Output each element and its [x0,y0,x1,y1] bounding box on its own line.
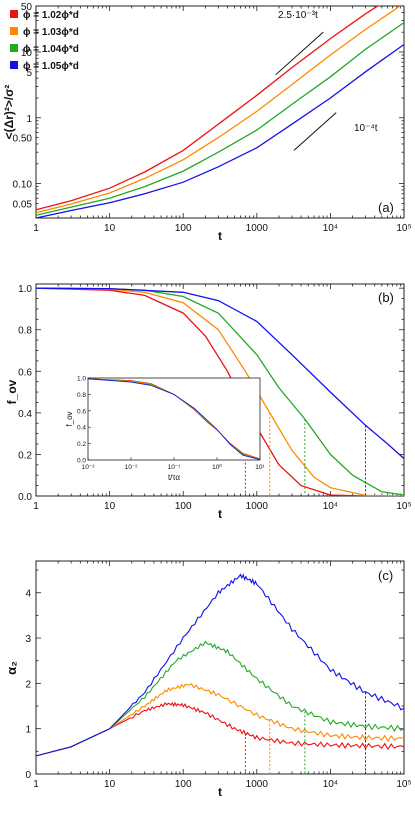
x-axis-label: t [218,507,222,521]
plot-frame [35,5,405,219]
y-axis-label: <(Δr)²>/σ² [2,85,16,140]
x-tick-label: 10⁵ [396,779,411,790]
x-tick-label: 10 [104,223,116,234]
y-tick-label: 0.2 [18,450,32,461]
x-tick-label: 1 [33,779,39,790]
inset-y-tick-label: 0.2 [77,441,86,448]
legend-swatch [10,10,18,18]
y-axis-label: f_ov [5,379,19,404]
y-tick-label: 0.4 [18,409,32,420]
panel-label: (a) [378,200,394,215]
inset-frame [87,377,261,461]
inset-y-tick-label: 1.0 [77,376,86,383]
y-axis-label: α₂ [4,661,19,675]
panel-label: (c) [378,568,393,583]
x-tick-label: 1 [33,501,39,512]
x-tick-label: 10 [104,779,116,790]
plot-frame [35,283,405,497]
y-tick-label: 1 [26,114,32,125]
inset-y-axis-label: f_ov [65,411,74,426]
legend-label: ϕ = 1.04ϕ*d [23,44,79,55]
series-line-4 [36,287,404,460]
inset-plot: 10⁻³ 10⁻² 10⁻¹ 10⁰ 10¹ 0.0 0.2 0.4 0.6 0.8 1.0 t/τα… [65,376,266,483]
x-tick-label: 1000 [246,223,269,234]
series-line-1 [36,701,404,757]
reference-label: 2.5·10⁻³t [278,10,318,21]
reference-line [275,31,324,76]
inset-y-tick-label: 0.8 [77,392,86,399]
legend-label: ϕ = 1.02ϕ*d [23,10,79,21]
reference-label: 10⁻⁴t [354,123,378,134]
y-tick-label: 0.6 [18,367,32,378]
legend-swatch [10,44,18,52]
reference-line [293,112,337,151]
series-line-3 [36,640,404,757]
legend-label: ϕ = 1.05ϕ*d [23,61,79,72]
x-tick-label: 10⁵ [396,501,411,512]
legend-swatch [10,61,18,69]
y-tick-label: 50 [21,2,33,13]
x-tick-label: 10⁵ [396,223,411,234]
x-tick-label: 10⁴ [323,223,338,234]
y-tick-label: 1 [25,725,31,736]
y-tick-label: 10 [21,48,33,59]
y-tick-label: 0.0 [18,492,32,503]
x-tick-label: 1 [33,223,39,234]
panel-b: 1 10 100 1000 10⁴ 10⁵ 0.0 0.2 0.4 0.6 0.8 1.0 (b) t f_… [5,283,412,521]
legend-swatch [10,27,18,35]
series-line-4 [36,43,404,218]
y-tick-label: 4 [25,589,31,600]
x-axis-label: t [218,785,222,799]
series-line-3 [36,22,404,216]
inset-y-tick-label: 0.0 [77,458,86,465]
y-tick-label: 1.0 [18,284,32,295]
inset-x-tick-label: 10¹ [255,464,265,471]
inset-x-tick-label: 10⁻² [125,464,139,471]
series-line-1 [36,6,379,211]
y-tick-label: 0.50 [13,134,33,145]
x-tick-label: 100 [175,501,192,512]
legend-label: ϕ = 1.03ϕ*d [23,27,79,38]
y-tick-label: 0.8 [18,326,32,337]
y-tick-label: 5 [26,68,32,79]
y-tick-label: 2 [25,679,31,690]
y-tick-label: 3 [25,634,31,645]
series-line-2 [36,6,402,214]
inset-x-tick-label: 10⁰ [212,463,222,471]
x-tick-label: 100 [175,779,192,790]
x-tick-label: 100 [175,223,192,234]
x-tick-label: 10 [104,501,116,512]
inset-series-line [87,378,261,460]
y-tick-label: 0.10 [13,180,33,191]
plot-frame [35,560,405,775]
y-tick-label: 0.05 [13,199,33,210]
x-axis-label: t [218,229,222,243]
x-tick-label: 1000 [246,501,269,512]
x-tick-label: 1000 [246,779,269,790]
inset-y-tick-label: 0.4 [77,425,86,432]
inset-y-tick-label: 0.6 [77,408,86,415]
inset-series-line [87,378,261,460]
inset-x-axis-label: t/τα [168,473,180,482]
panel-label: (b) [378,290,394,305]
panel-a: 1 10 100 1000 10⁴ 10⁵ 0.05 0.10 0.50 1 5 10 50 2.5·10… [2,2,412,243]
y-tick-label: 0 [25,770,31,781]
x-tick-label: 10⁴ [323,501,338,512]
x-tick-label: 10⁴ [323,779,338,790]
inset-x-tick-label: 10⁻¹ [168,464,182,471]
series-line-4 [36,573,404,757]
inset-x-tick-label: 10⁻³ [82,464,96,471]
